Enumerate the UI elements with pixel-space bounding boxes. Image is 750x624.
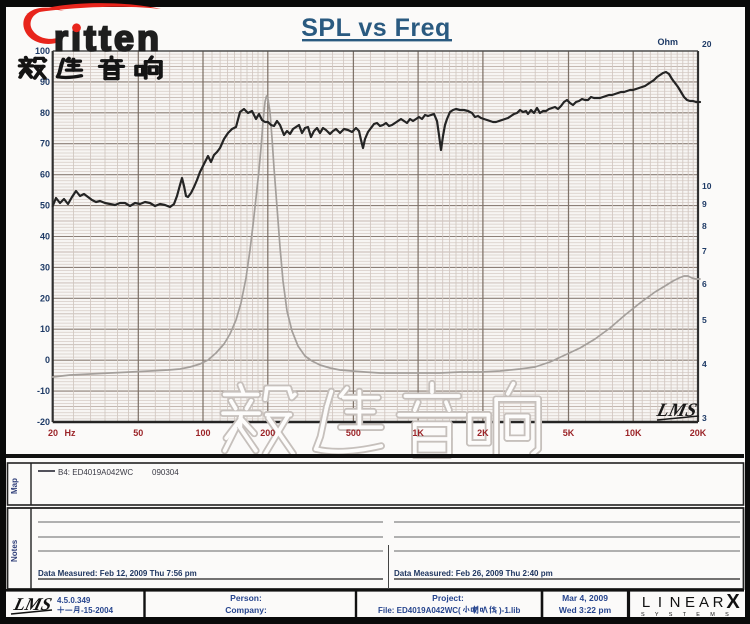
- svg-text:5: 5: [702, 315, 707, 325]
- svg-text:9: 9: [702, 199, 707, 209]
- svg-text:Project:: Project:: [432, 593, 464, 603]
- svg-text:X: X: [726, 591, 740, 613]
- svg-text:-15-2004: -15-2004: [81, 606, 114, 615]
- svg-text:N: N: [670, 594, 681, 611]
- svg-text:7: 7: [702, 246, 707, 256]
- svg-text:LMS: LMS: [654, 400, 699, 421]
- svg-text:10: 10: [702, 181, 712, 191]
- svg-text:20: 20: [702, 39, 712, 49]
- svg-text:50: 50: [133, 428, 143, 438]
- svg-text:Wed 3:22 pm: Wed 3:22 pm: [559, 605, 612, 615]
- svg-text:Data Measured: Feb 26, 2009 T: Data Measured: Feb 26, 2009 Thu 2:40 pm: [394, 569, 553, 578]
- svg-text:8: 8: [702, 221, 707, 231]
- svg-text:rıtten: rıtten: [54, 18, 162, 59]
- svg-text:Notes: Notes: [10, 539, 19, 562]
- svg-text:20K: 20K: [690, 428, 707, 438]
- svg-text:R: R: [713, 594, 724, 611]
- svg-text:Data Measured: Feb 12, 2009 T: Data Measured: Feb 12, 2009 Thu 7:56 pm: [38, 569, 197, 578]
- svg-text:Person:: Person:: [230, 593, 262, 603]
- svg-text:I: I: [658, 594, 662, 611]
- svg-text:4: 4: [702, 359, 707, 369]
- svg-text:Ohm: Ohm: [657, 37, 678, 47]
- svg-text:10: 10: [40, 324, 50, 334]
- svg-text:3: 3: [702, 413, 707, 423]
- svg-text:SPL vs Freq: SPL vs Freq: [301, 14, 451, 42]
- svg-text:30: 30: [40, 262, 50, 272]
- svg-text:Map: Map: [10, 478, 19, 494]
- svg-text:50: 50: [40, 201, 50, 211]
- svg-text:Company:: Company:: [225, 605, 267, 615]
- svg-text:70: 70: [40, 139, 50, 149]
- svg-text:LMS: LMS: [11, 594, 54, 614]
- svg-text:Mar 4, 2009: Mar 4, 2009: [562, 593, 608, 603]
- svg-text:S Y S T E M S: S Y S T E M S: [641, 612, 733, 618]
- svg-text:L: L: [642, 594, 650, 611]
- svg-text:90: 90: [40, 77, 50, 87]
- svg-text:6: 6: [702, 279, 707, 289]
- svg-text:File: ED4019A042WC(: File: ED4019A042WC(: [378, 606, 461, 615]
- svg-text:80: 80: [40, 108, 50, 118]
- svg-text:40: 40: [40, 232, 50, 242]
- svg-text:-20: -20: [37, 417, 50, 427]
- svg-text:500: 500: [346, 428, 361, 438]
- svg-text:20: 20: [40, 293, 50, 303]
- svg-text:A: A: [699, 594, 709, 611]
- svg-text:Hz: Hz: [65, 428, 76, 438]
- svg-text:090304: 090304: [152, 468, 179, 477]
- svg-text:2K: 2K: [477, 428, 489, 438]
- svg-text:60: 60: [40, 170, 50, 180]
- svg-text:E: E: [685, 594, 695, 611]
- svg-text:0: 0: [45, 355, 50, 365]
- svg-text:1K: 1K: [412, 428, 424, 438]
- svg-text:-10: -10: [37, 386, 50, 396]
- svg-text:100: 100: [195, 428, 210, 438]
- svg-text:20: 20: [48, 428, 58, 438]
- svg-text:4.5.0.349: 4.5.0.349: [57, 596, 91, 605]
- svg-text:B4: ED4019A042WC: B4: ED4019A042WC: [58, 468, 133, 477]
- svg-text:10K: 10K: [625, 428, 642, 438]
- svg-text:200: 200: [260, 428, 275, 438]
- svg-text:)-1.lib: )-1.lib: [499, 606, 520, 615]
- svg-text:5K: 5K: [563, 428, 575, 438]
- svg-text:100: 100: [35, 46, 50, 56]
